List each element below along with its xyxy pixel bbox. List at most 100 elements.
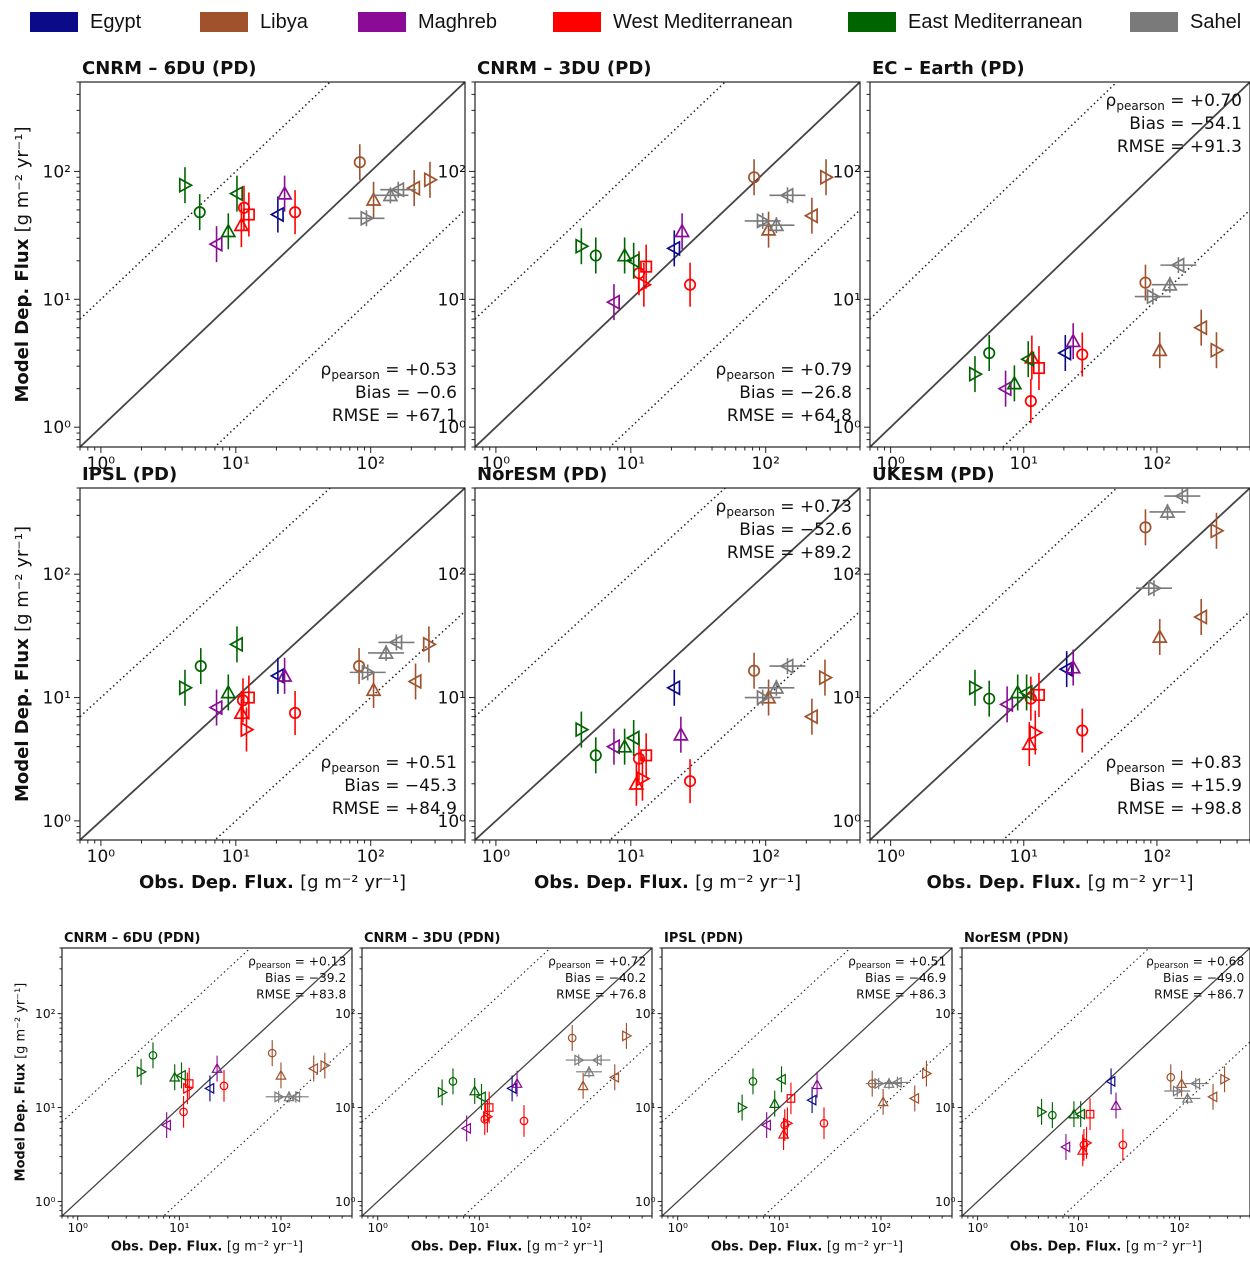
point-sahel <box>349 664 386 681</box>
point-west-mediterranean <box>483 1100 494 1133</box>
marker-tri-up <box>672 726 689 741</box>
marker-tri-up <box>1151 628 1168 643</box>
y-tick-label: 10⁰ <box>35 1195 56 1209</box>
marker-circle <box>193 206 206 219</box>
point-west-mediterranean <box>1076 708 1089 753</box>
x-axis-label: Obs. Dep. Flux. [g m⁻² yr⁻¹] <box>111 1240 303 1255</box>
x-tick-label: 10² <box>871 1221 892 1235</box>
marker-circle <box>589 249 602 262</box>
marker-tri-right <box>437 1086 449 1099</box>
point-east-mediterranean <box>136 1058 148 1085</box>
reference-lines <box>475 82 860 447</box>
point-west-mediterranean <box>1029 710 1044 755</box>
point-sahel <box>769 187 806 204</box>
marker-tri-left <box>175 1069 186 1082</box>
marker-circle <box>983 692 996 705</box>
marker-tri-right <box>483 1110 494 1123</box>
point-libya <box>748 652 761 689</box>
x-tick-label: 10⁰ <box>876 454 905 474</box>
marker-tri-right <box>360 210 375 227</box>
axis-ticks <box>469 487 861 846</box>
point-sahel <box>884 1076 911 1089</box>
axis-ticks <box>864 81 1250 453</box>
panel-title: NorESM (PDN) <box>964 931 1069 946</box>
marker-tri-left <box>806 1094 817 1106</box>
marker-circle <box>1024 692 1037 705</box>
one-to-one-line <box>870 82 1250 447</box>
marker-tri-up <box>768 679 785 694</box>
marker-tri-left <box>289 1091 301 1103</box>
x-tick-label: 10² <box>1143 847 1171 867</box>
lower-factor-line <box>608 209 860 447</box>
marker-circle <box>148 1050 158 1060</box>
legend-item-egypt: Egypt <box>30 10 141 34</box>
x-tick-label: 10¹ <box>469 1221 490 1235</box>
marker-tri-left <box>407 673 422 690</box>
reference-lines <box>662 948 952 1216</box>
point-west-mediterranean <box>1032 672 1045 717</box>
data-points <box>575 159 835 321</box>
point-sahel <box>758 679 795 696</box>
marker-circle <box>1076 724 1089 737</box>
marker-tri-left <box>1057 345 1072 361</box>
one-to-one-line <box>80 82 465 447</box>
legend-swatch-egypt <box>30 12 78 32</box>
point-sahel <box>1164 488 1201 505</box>
point-sahel <box>380 181 417 198</box>
y-axis-label: Model Dep. Flux [g m⁻² yr⁻¹] <box>14 983 29 1182</box>
marker-tri-right <box>737 1101 749 1114</box>
lower-factor-line <box>213 209 465 447</box>
point-west-mediterranean <box>1076 332 1089 377</box>
point-libya <box>423 161 439 198</box>
marker-tri-right <box>575 721 590 738</box>
reference-lines <box>80 488 465 840</box>
point-maghreb <box>211 1055 223 1082</box>
marker-tri-up <box>760 221 777 236</box>
upper-factor-line <box>80 488 332 718</box>
x-tick-label: 10¹ <box>617 847 645 867</box>
marker-tri-left <box>1189 1077 1201 1090</box>
marker-tri-right <box>818 669 834 686</box>
panel-cnrm-3du-pd: 10⁰ 10⁰ 10¹ 10¹ 10² 10² CNRM – 3DU (PD) ρpearso… <box>438 58 861 474</box>
stat-rmse: RMSE = +83.8 <box>256 987 346 1001</box>
plot-frame <box>79 81 466 448</box>
marker-tri-up <box>883 1077 895 1088</box>
marker-tri-right <box>968 679 984 696</box>
marker-circle <box>819 1118 829 1128</box>
y-tick-label: 10¹ <box>635 1101 656 1115</box>
marker-tri-left <box>1019 351 1035 368</box>
upper-factor-line <box>475 488 727 718</box>
x-tick-label: 10¹ <box>1010 847 1038 867</box>
stat-pearson: ρpearson = +0.51 <box>848 954 946 971</box>
marker-tri-up <box>811 1078 823 1090</box>
stat-pearson: ρpearson = +0.53 <box>321 360 457 382</box>
point-west-mediterranean <box>637 262 653 307</box>
point-sahel <box>758 216 795 234</box>
reference-lines <box>475 488 860 840</box>
point-egypt <box>666 669 681 706</box>
marker-tri-up <box>233 216 250 232</box>
stat-bias: Bias = −52.6 <box>739 520 852 540</box>
marker-tri-right <box>637 276 653 293</box>
x-tick-label: 10² <box>1143 454 1171 474</box>
marker-circle <box>1139 276 1152 289</box>
x-tick-label: 10⁰ <box>67 1221 88 1235</box>
marker-tri-right <box>922 1067 933 1080</box>
x-tick-label: 10² <box>356 454 384 474</box>
plot-frame <box>869 81 1250 448</box>
marker-tri-right <box>783 1117 794 1129</box>
point-sahel <box>769 658 806 675</box>
marker-tri-left <box>891 1076 902 1089</box>
marker-tri-right <box>1146 288 1161 305</box>
lower-factor-line <box>762 1041 952 1216</box>
y-tick-label: 10¹ <box>438 689 466 709</box>
point-egypt <box>1058 651 1073 688</box>
upper-factor-line <box>870 82 1118 320</box>
marker-tri-left <box>269 667 284 684</box>
lower-factor-line <box>162 1041 352 1216</box>
x-axis-label: Obs. Dep. Flux. [g m⁻² yr⁻¹] <box>711 1240 903 1255</box>
marker-tri-right <box>361 664 376 681</box>
point-sahel <box>576 1065 602 1078</box>
